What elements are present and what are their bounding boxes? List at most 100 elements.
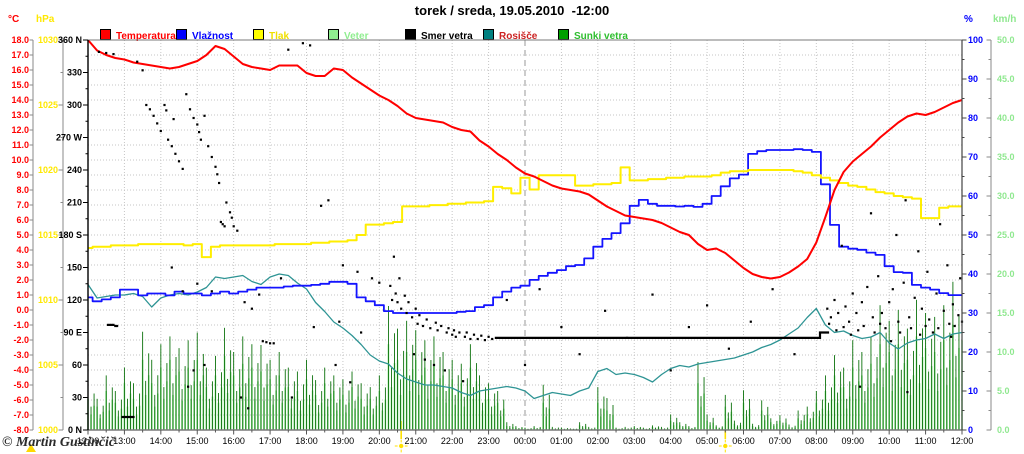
- svg-text:08:00: 08:00: [805, 436, 828, 446]
- svg-text:180 S: 180 S: [58, 230, 82, 240]
- svg-text:17.0: 17.0: [11, 50, 29, 60]
- svg-text:16:00: 16:00: [222, 436, 245, 446]
- svg-text:5.0: 5.0: [997, 386, 1010, 396]
- grid: [88, 40, 962, 430]
- svg-text:90 E: 90 E: [63, 328, 82, 338]
- svg-text:1000: 1000: [38, 425, 58, 435]
- svg-text:18.0: 18.0: [11, 35, 29, 45]
- svg-text:16.0: 16.0: [11, 65, 29, 75]
- x-axis: 12:00 13:00 14:00 15:00 16:00 17:00 18:00 19:00…: [77, 430, 974, 446]
- svg-text:80: 80: [968, 113, 978, 123]
- svg-text:15.0: 15.0: [997, 308, 1015, 318]
- series-smer-vetra: [97, 42, 964, 419]
- svg-text:10:00: 10:00: [878, 436, 901, 446]
- series-rosi-e: [87, 273, 963, 400]
- svg-text:18:00: 18:00: [295, 436, 318, 446]
- yellow-triangle-icon: [26, 444, 36, 452]
- legend-label: Smer vetra: [421, 31, 473, 42]
- svg-text:120: 120: [67, 295, 82, 305]
- svg-text:30: 30: [72, 393, 82, 403]
- svg-text:07:00: 07:00: [769, 436, 792, 446]
- svg-text:0 N: 0 N: [68, 425, 82, 435]
- svg-text:1005: 1005: [38, 360, 58, 370]
- svg-text:23:00: 23:00: [477, 436, 500, 446]
- svg-text:-2.0: -2.0: [13, 335, 29, 345]
- svg-text:4.0: 4.0: [16, 245, 29, 255]
- svg-text:-1.0: -1.0: [13, 320, 29, 330]
- svg-text:20:00: 20:00: [368, 436, 391, 446]
- svg-text:-8.0: -8.0: [13, 425, 29, 435]
- svg-text:14:00: 14:00: [150, 436, 173, 446]
- svg-text:270 W: 270 W: [56, 133, 83, 143]
- legend-label: Rosišče: [499, 31, 538, 42]
- svg-text:04:00: 04:00: [659, 436, 682, 446]
- svg-text:90: 90: [968, 74, 978, 84]
- svg-text:15:00: 15:00: [186, 436, 209, 446]
- svg-text:0.0: 0.0: [997, 425, 1010, 435]
- svg-text:8.0: 8.0: [16, 185, 29, 195]
- svg-text:1.0: 1.0: [16, 290, 29, 300]
- svg-text:12:00: 12:00: [77, 436, 100, 446]
- svg-text:00:00: 00:00: [514, 436, 537, 446]
- svg-text:150: 150: [67, 263, 82, 273]
- series-vla-nost: [88, 148, 962, 314]
- svg-text:09:00: 09:00: [841, 436, 864, 446]
- svg-text:10: 10: [968, 386, 978, 396]
- temp-axis-header: °C: [8, 14, 20, 25]
- series-temperatura: [87, 39, 963, 280]
- svg-text:06:00: 06:00: [732, 436, 755, 446]
- svg-text:100: 100: [968, 35, 983, 45]
- legend-label: Tlak: [269, 31, 290, 42]
- series-sunki-vetra: [87, 281, 963, 430]
- svg-text:6.0: 6.0: [16, 215, 29, 225]
- svg-text:30: 30: [968, 308, 978, 318]
- svg-text:19:00: 19:00: [332, 436, 355, 446]
- watermark: © Martin Gustinčič: [2, 435, 116, 450]
- legend-label: Sunki vetra: [574, 31, 628, 42]
- svg-text:-3.0: -3.0: [13, 350, 29, 360]
- legend: Temperatura Vlažnost Tlak Veter Smer vetra Ro…: [0, 26, 1024, 42]
- svg-text:22:00: 22:00: [441, 436, 464, 446]
- svg-text:13:00: 13:00: [113, 436, 136, 446]
- svg-text:35.0: 35.0: [997, 152, 1015, 162]
- svg-text:17:00: 17:00: [259, 436, 282, 446]
- svg-text:0: 0: [968, 425, 973, 435]
- svg-text:1010: 1010: [38, 295, 58, 305]
- svg-text:11:00: 11:00: [915, 436, 937, 446]
- svg-text:12:00: 12:00: [951, 436, 974, 446]
- svg-text:240: 240: [67, 165, 82, 175]
- svg-text:1015: 1015: [38, 230, 58, 240]
- svg-text:20.0: 20.0: [997, 269, 1015, 279]
- svg-text:60: 60: [968, 191, 978, 201]
- svg-text:1025: 1025: [38, 100, 58, 110]
- svg-text:10.0: 10.0: [11, 155, 29, 165]
- svg-text:-7.0: -7.0: [13, 410, 29, 420]
- svg-text:15.0: 15.0: [11, 80, 29, 90]
- legend-label: Temperatura: [116, 31, 176, 42]
- axes: 18.0 17.0 16.0 15.0 14.0 13.0 12.0 11.0 10.0 9.0 8…: [11, 35, 1014, 435]
- svg-text:50.0: 50.0: [997, 35, 1015, 45]
- svg-text:40.0: 40.0: [997, 113, 1015, 123]
- svg-text:45.0: 45.0: [997, 74, 1015, 84]
- svg-text:-6.0: -6.0: [13, 395, 29, 405]
- svg-text:70: 70: [968, 152, 978, 162]
- svg-text:7.0: 7.0: [16, 200, 29, 210]
- legend-label: Vlažnost: [192, 31, 234, 42]
- svg-text:3.0: 3.0: [16, 260, 29, 270]
- svg-text:2.0: 2.0: [16, 275, 29, 285]
- chart-title: torek / sreda, 19.05.2010 -12:00: [414, 3, 610, 18]
- svg-text:13.0: 13.0: [11, 110, 29, 120]
- wind-axis-header: km/h: [993, 14, 1017, 25]
- legend-label: Veter: [344, 31, 369, 42]
- svg-text:0.0: 0.0: [16, 305, 29, 315]
- svg-text:40: 40: [968, 269, 978, 279]
- svg-text:50: 50: [968, 230, 978, 240]
- svg-text:25.0: 25.0: [997, 230, 1015, 240]
- svg-text:5.0: 5.0: [16, 230, 29, 240]
- svg-text:10.0: 10.0: [997, 347, 1015, 357]
- svg-text:1020: 1020: [38, 165, 58, 175]
- svg-text:30.0: 30.0: [997, 191, 1015, 201]
- svg-text:-5.0: -5.0: [13, 380, 29, 390]
